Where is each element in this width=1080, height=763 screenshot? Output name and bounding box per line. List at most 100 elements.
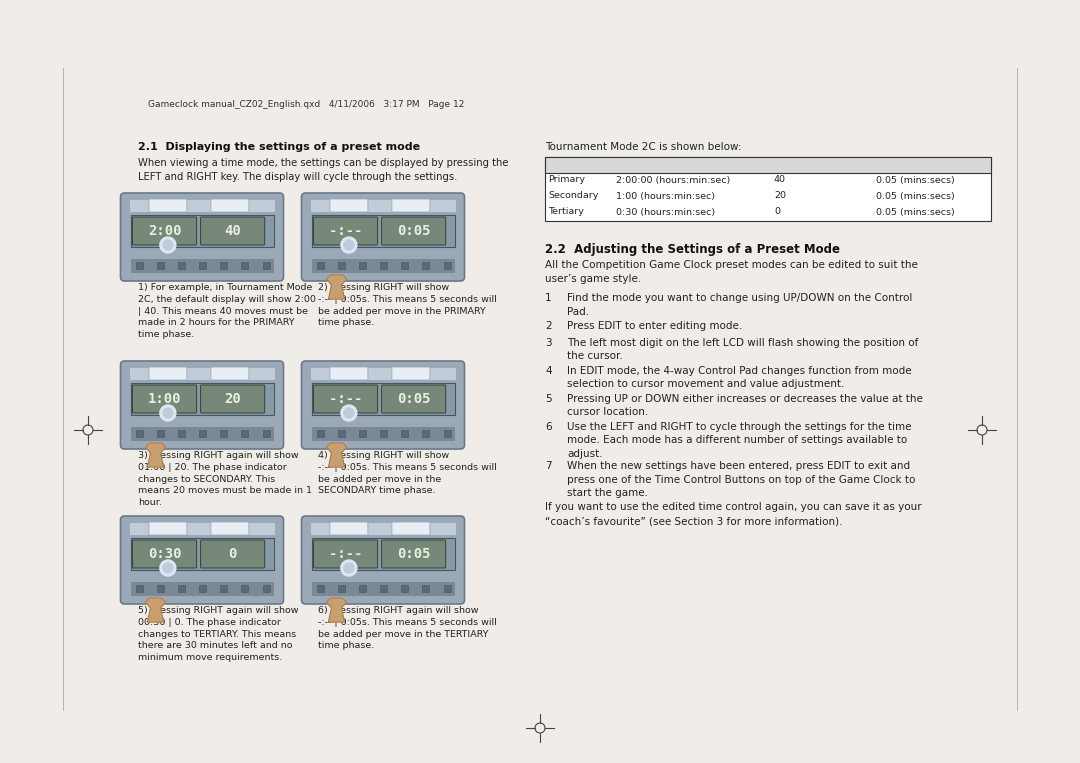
Text: 0: 0 — [229, 547, 237, 561]
Text: Gameclock manual_CZ02_English.qxd   4/11/2006   3:17 PM   Page 12: Gameclock manual_CZ02_English.qxd 4/11/2… — [148, 100, 464, 109]
Text: 0: 0 — [774, 208, 780, 217]
Text: Tournament Mode 2C is shown below:: Tournament Mode 2C is shown below: — [545, 142, 742, 152]
Bar — [359, 585, 366, 592]
Bar — [311, 215, 455, 247]
Bar — [444, 430, 450, 437]
Text: 0:05: 0:05 — [397, 547, 431, 561]
Circle shape — [343, 408, 354, 418]
Bar — [220, 262, 227, 269]
FancyBboxPatch shape — [329, 367, 368, 380]
Bar — [135, 262, 143, 269]
FancyBboxPatch shape — [301, 193, 464, 281]
Polygon shape — [326, 275, 347, 299]
Bar — [122, 363, 282, 447]
FancyBboxPatch shape — [329, 199, 368, 212]
Text: 3) Pressing RIGHT again will show
01:00 | 20. The phase indicator
changes to SEC: 3) Pressing RIGHT again will show 01:00 … — [138, 451, 312, 507]
Bar — [545, 157, 991, 221]
Text: Find the mode you want to change using UP/DOWN on the Control
Pad.: Find the mode you want to change using U… — [567, 293, 913, 317]
Text: 4) Pressing RIGHT will show
-:-- | 0:05s. This means 5 seconds will
be added per: 4) Pressing RIGHT will show -:-- | 0:05s… — [318, 451, 497, 495]
FancyBboxPatch shape — [149, 199, 187, 212]
Text: 0:30: 0:30 — [148, 547, 181, 561]
Bar — [131, 383, 273, 415]
Polygon shape — [146, 443, 165, 467]
Bar — [316, 262, 324, 269]
Bar — [262, 430, 270, 437]
Text: 40: 40 — [225, 224, 241, 238]
FancyBboxPatch shape — [133, 217, 197, 245]
Bar — [401, 430, 408, 437]
Text: 40: 40 — [774, 175, 786, 185]
Text: 2.1  Displaying the settings of a preset mode: 2.1 Displaying the settings of a preset … — [138, 142, 420, 152]
Bar — [131, 259, 273, 273]
FancyBboxPatch shape — [133, 540, 197, 568]
Text: 20: 20 — [225, 392, 241, 406]
Bar — [241, 585, 248, 592]
FancyBboxPatch shape — [313, 540, 378, 568]
Bar — [311, 538, 455, 570]
Text: 6: 6 — [545, 421, 552, 432]
Bar — [380, 430, 387, 437]
Text: The left most digit on the left LCD will flash showing the position of
the curso: The left most digit on the left LCD will… — [567, 337, 918, 361]
FancyBboxPatch shape — [211, 367, 248, 380]
Circle shape — [160, 237, 176, 253]
FancyBboxPatch shape — [301, 516, 464, 604]
Bar — [311, 427, 455, 441]
Bar — [130, 200, 274, 212]
Text: -:--: -:-- — [328, 224, 362, 238]
FancyBboxPatch shape — [313, 217, 378, 245]
Bar — [262, 262, 270, 269]
Bar — [131, 582, 273, 596]
FancyBboxPatch shape — [121, 516, 283, 604]
Bar — [130, 523, 274, 535]
Bar — [359, 430, 366, 437]
Circle shape — [343, 563, 354, 573]
FancyBboxPatch shape — [211, 522, 248, 535]
Bar — [157, 262, 164, 269]
FancyBboxPatch shape — [149, 522, 187, 535]
Text: Press EDIT to enter editing mode.: Press EDIT to enter editing mode. — [567, 321, 742, 331]
Text: When viewing a time mode, the settings can be displayed by pressing the
LEFT and: When viewing a time mode, the settings c… — [138, 158, 509, 182]
Bar — [131, 538, 273, 570]
Bar — [178, 430, 185, 437]
FancyBboxPatch shape — [381, 217, 446, 245]
Bar — [178, 585, 185, 592]
Bar — [262, 585, 270, 592]
Text: 0:05: 0:05 — [397, 224, 431, 238]
FancyBboxPatch shape — [201, 540, 265, 568]
Circle shape — [341, 405, 356, 421]
Bar — [311, 383, 455, 415]
Text: 7: 7 — [545, 461, 552, 471]
Circle shape — [341, 560, 356, 576]
Bar — [303, 518, 462, 602]
Bar — [316, 430, 324, 437]
Text: Tertiary: Tertiary — [548, 208, 584, 217]
Text: Delay Time: Delay Time — [876, 159, 935, 169]
Text: -:--: -:-- — [328, 547, 362, 561]
Bar — [380, 585, 387, 592]
Text: -:--: -:-- — [328, 392, 362, 406]
Text: 20: 20 — [774, 192, 786, 201]
Circle shape — [163, 240, 173, 250]
Bar — [122, 518, 282, 602]
Text: 2:00: 2:00 — [148, 224, 181, 238]
Bar — [545, 157, 991, 173]
Text: 6) Pressing RIGHT again will show
-:-- | 0:05s. This means 5 seconds will
be add: 6) Pressing RIGHT again will show -:-- |… — [318, 606, 497, 650]
Text: 1:00: 1:00 — [148, 392, 181, 406]
Bar — [135, 430, 143, 437]
Bar — [401, 585, 408, 592]
FancyBboxPatch shape — [149, 367, 187, 380]
FancyBboxPatch shape — [121, 361, 283, 449]
Bar — [199, 585, 206, 592]
Text: 1: 1 — [545, 293, 552, 303]
FancyBboxPatch shape — [392, 367, 430, 380]
Text: 4: 4 — [545, 365, 552, 375]
Bar — [316, 585, 324, 592]
Circle shape — [163, 563, 173, 573]
Bar — [444, 262, 450, 269]
Text: 0.05 (mins:secs): 0.05 (mins:secs) — [876, 208, 955, 217]
Bar — [359, 262, 366, 269]
Text: 0:05: 0:05 — [397, 392, 431, 406]
Text: Pressing UP or DOWN either increases or decreases the value at the
cursor locati: Pressing UP or DOWN either increases or … — [567, 394, 923, 417]
Bar — [303, 195, 462, 279]
Bar — [422, 430, 430, 437]
